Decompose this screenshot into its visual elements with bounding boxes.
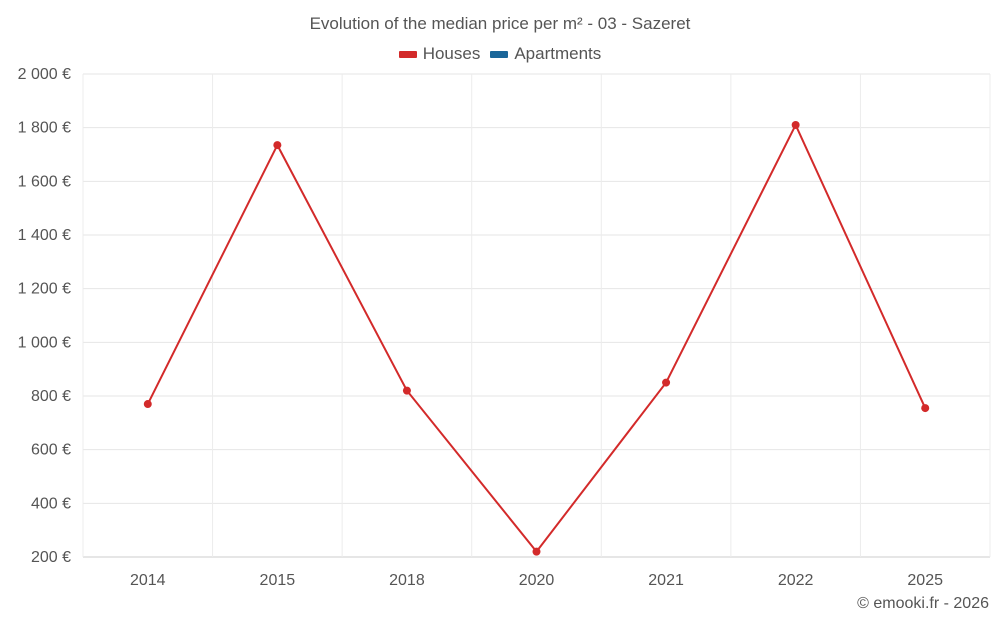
data-point-houses[interactable] xyxy=(402,386,411,395)
legend-item-apartments[interactable]: Apartments xyxy=(490,44,601,64)
x-tick-label: 2015 xyxy=(260,572,296,589)
x-tick-label: 2014 xyxy=(130,572,166,589)
y-tick-label: 800 € xyxy=(31,388,71,405)
x-tick-label: 2018 xyxy=(389,572,425,589)
chart-title: Evolution of the median price per m² - 0… xyxy=(309,14,691,33)
x-axis: 2014 2015 2018 2020 2021 2022 2025 xyxy=(130,572,943,589)
x-tick-label: 2022 xyxy=(778,572,814,589)
x-tick-label: 2020 xyxy=(519,572,555,589)
y-tick-label: 200 € xyxy=(31,549,71,566)
y-axis: 200 € 400 € 600 € 800 € 1 000 € 1 200 € 1 400 … xyxy=(18,66,71,566)
legend-label-apartments: Apartments xyxy=(514,44,602,63)
grid xyxy=(82,73,991,558)
data-point-houses[interactable] xyxy=(921,404,930,413)
y-tick-label: 1 400 € xyxy=(18,227,71,244)
x-tick-label: 2025 xyxy=(907,572,943,589)
legend-swatch-apartments xyxy=(490,50,509,58)
data-point-houses[interactable] xyxy=(143,400,152,409)
series-line-houses[interactable] xyxy=(146,122,927,554)
y-tick-label: 1 200 € xyxy=(18,281,71,298)
data-point-houses[interactable] xyxy=(791,120,800,129)
y-tick-label: 1 000 € xyxy=(18,334,71,351)
legend-swatch-houses xyxy=(398,50,417,58)
legend-item-houses[interactable]: Houses xyxy=(398,44,481,64)
credits[interactable]: © emooki.fr - 2026 xyxy=(857,595,989,612)
legend: Houses Apartments xyxy=(0,44,1000,64)
y-tick-label: 2 000 € xyxy=(18,66,71,83)
y-tick-label: 600 € xyxy=(31,442,71,459)
data-point-houses[interactable] xyxy=(532,547,541,556)
y-tick-label: 1 600 € xyxy=(18,173,71,190)
data-point-houses[interactable] xyxy=(273,141,282,150)
y-tick-label: 1 800 € xyxy=(18,120,71,137)
series-group xyxy=(143,120,930,556)
data-point-houses[interactable] xyxy=(662,378,671,387)
x-tick-label: 2021 xyxy=(648,572,684,589)
y-tick-label: 400 € xyxy=(31,495,71,512)
legend-label-houses: Houses xyxy=(422,44,481,63)
